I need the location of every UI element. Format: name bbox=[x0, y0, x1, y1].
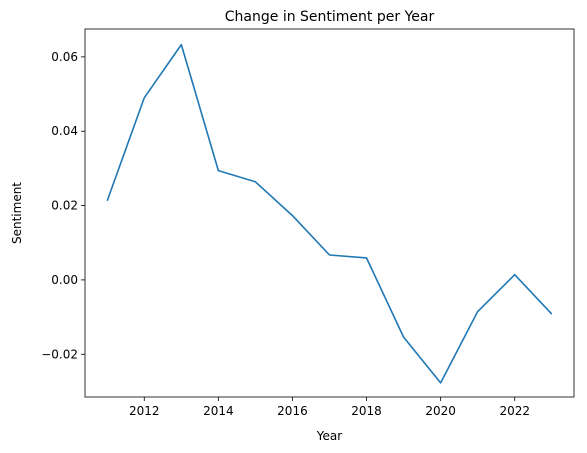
x-tick-label: 2016 bbox=[277, 404, 308, 418]
x-tick-label: 2018 bbox=[351, 404, 382, 418]
plot-area: 2012 2014 2016 2018 2020 2022 −0.02 0.00 0.02 0.0… bbox=[41, 43, 553, 418]
y-tick-label: 0.04 bbox=[51, 124, 78, 138]
chart-title: Change in Sentiment per Year bbox=[225, 9, 435, 25]
axes-frame bbox=[84, 28, 575, 398]
series-line bbox=[106, 43, 553, 384]
x-tick-label: 2012 bbox=[129, 404, 160, 418]
y-tick-label: 0.06 bbox=[51, 50, 78, 64]
y-axis-label: Sentiment bbox=[10, 182, 24, 244]
x-tick-label: 2014 bbox=[203, 404, 234, 418]
y-tick-label: −0.02 bbox=[41, 347, 78, 361]
x-axis-label: Year bbox=[316, 429, 342, 443]
x-tick-label: 2020 bbox=[425, 404, 456, 418]
y-tick-label: 0.00 bbox=[51, 273, 78, 287]
x-tick-label: 2022 bbox=[499, 404, 530, 418]
y-tick-label: 0.02 bbox=[51, 199, 78, 213]
